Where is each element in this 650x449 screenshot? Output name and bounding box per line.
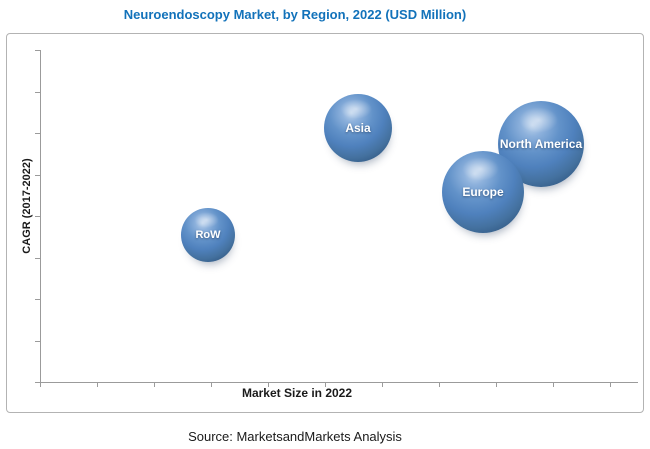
y-axis-title: CAGR (2017-2022)	[21, 158, 33, 254]
plot-frame	[6, 33, 644, 413]
x-axis-title: Market Size in 2022	[241, 386, 353, 400]
chart-title: Neuroendoscopy Market, by Region, 2022 (…	[123, 7, 467, 22]
source-note: Source: MarketsandMarkets Analysis	[188, 429, 402, 444]
